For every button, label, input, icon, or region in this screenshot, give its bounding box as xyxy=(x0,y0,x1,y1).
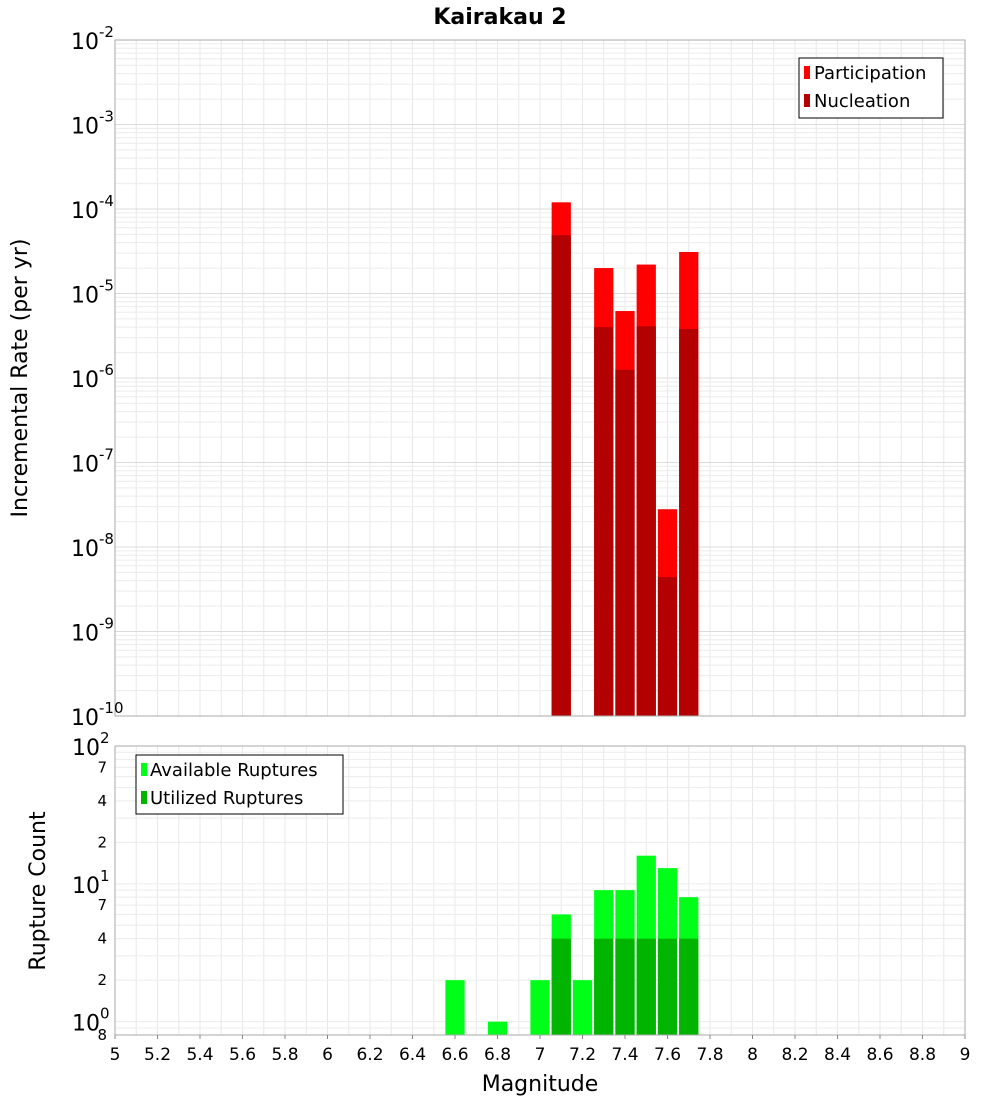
y-tick-label: 10-9 xyxy=(71,615,114,647)
top-panel: 10-2 10-3 10-4 10-5 10-6 10-7 10-8 10-9 10-10 In… xyxy=(8,23,966,731)
bottom-bars xyxy=(445,855,699,1035)
bottom-bar-available-ruptures xyxy=(530,980,550,1035)
x-tick-label: 8.6 xyxy=(866,1045,893,1065)
y-minor-tick-label: 2 xyxy=(97,833,107,851)
x-tick-label: 5.4 xyxy=(186,1045,213,1065)
top-legend: Participation Nucleation xyxy=(798,57,944,119)
x-tick-label: 9 xyxy=(960,1045,971,1065)
x-tick-label: 7.4 xyxy=(611,1045,638,1065)
x-axis-label: Magnitude xyxy=(482,1072,599,1097)
bottom-y-tick-labels: 102 101 100 7 4 2 7 4 2 8 xyxy=(72,729,110,1044)
legend-label-nucleation: Nucleation xyxy=(814,91,910,112)
bottom-bar-available-ruptures xyxy=(445,980,465,1035)
legend-label-available-ruptures: Available Ruptures xyxy=(150,760,318,781)
top-bars xyxy=(551,202,699,717)
x-tick-label: 6.6 xyxy=(441,1045,468,1065)
y-minor-tick-label: 8 xyxy=(97,1026,107,1044)
y-minor-tick-label: 2 xyxy=(97,971,107,989)
y-tick-label: 101 xyxy=(72,867,110,899)
y-tick-label: 102 xyxy=(72,729,110,761)
top-bar-nucleation xyxy=(657,577,678,716)
x-tick-labels: 5 5.2 5.4 5.6 5.8 6 6.2 6.4 6.6 6.8 7 7.2 7.4 7.6 7.8 8… xyxy=(110,1035,971,1065)
y-tick-label: 10-7 xyxy=(71,446,114,478)
y-tick-label: 10-8 xyxy=(71,530,114,562)
y-tick-label: 100 xyxy=(72,1005,110,1037)
x-tick-label: 5.8 xyxy=(271,1045,298,1065)
legend-swatch-participation xyxy=(804,66,810,79)
x-tick-label: 6 xyxy=(322,1045,333,1065)
x-tick-label: 8.8 xyxy=(909,1045,936,1065)
top-bar-nucleation xyxy=(615,369,635,716)
top-legend-box xyxy=(798,57,944,119)
y-tick-label: 10-10 xyxy=(71,699,124,731)
x-tick-label: 6.2 xyxy=(356,1045,383,1065)
top-grid xyxy=(114,40,966,717)
bottom-legend: Available Ruptures Utilized Ruptures xyxy=(135,754,344,815)
top-bar-nucleation xyxy=(636,326,656,716)
bottom-bar-available-ruptures xyxy=(572,980,593,1035)
y-minor-tick-label: 7 xyxy=(97,758,107,776)
bottom-bar-available-ruptures xyxy=(487,1021,508,1035)
x-tick-label: 8.4 xyxy=(824,1045,851,1065)
y-minor-tick-label: 4 xyxy=(97,792,107,810)
bottom-bar-utilized-ruptures xyxy=(594,938,614,1035)
top-y-tick-labels: 10-2 10-3 10-4 10-5 10-6 10-7 10-8 10-9 10-10 xyxy=(71,23,124,731)
x-tick-label: 7 xyxy=(535,1045,546,1065)
x-tick-label: 7.2 xyxy=(569,1045,596,1065)
x-tick-label: 7.8 xyxy=(696,1045,723,1065)
chart-title: Kairakau 2 xyxy=(433,5,566,30)
bottom-bar-utilized-ruptures xyxy=(636,938,656,1035)
legend-label-participation: Participation xyxy=(814,63,926,84)
y-tick-label: 10-3 xyxy=(71,108,114,140)
bottom-legend-box xyxy=(135,754,344,815)
x-tick-label: 8.2 xyxy=(781,1045,808,1065)
bottom-bar-utilized-ruptures xyxy=(657,938,678,1035)
top-y-axis-label: Incremental Rate (per yr) xyxy=(8,239,33,518)
y-tick-label: 10-5 xyxy=(71,277,114,309)
legend-swatch-available-ruptures xyxy=(141,763,147,776)
x-tick-label: 6.4 xyxy=(399,1045,426,1065)
top-bar-nucleation xyxy=(551,235,571,716)
x-tick-label: 5 xyxy=(110,1045,121,1065)
legend-label-utilized-ruptures: Utilized Ruptures xyxy=(150,788,303,809)
y-minor-tick-label: 4 xyxy=(97,930,107,948)
bottom-bar-utilized-ruptures xyxy=(551,938,571,1035)
y-tick-label: 10-4 xyxy=(71,192,114,224)
y-tick-label: 10-6 xyxy=(71,361,114,393)
bottom-panel: 102 101 100 7 4 2 7 4 2 8 Rupture Count Available… xyxy=(26,729,966,1044)
y-tick-label: 10-2 xyxy=(71,23,114,55)
y-minor-tick-label: 7 xyxy=(97,896,107,914)
bottom-y-axis-label: Rupture Count xyxy=(26,811,51,971)
x-tick-label: 5.6 xyxy=(229,1045,256,1065)
bottom-bar-utilized-ruptures xyxy=(615,938,635,1035)
top-plot-frame xyxy=(114,39,966,717)
legend-swatch-nucleation xyxy=(804,94,810,107)
x-tick-label: 7.6 xyxy=(654,1045,681,1065)
bottom-bar-utilized-ruptures xyxy=(679,938,699,1035)
legend-swatch-utilized-ruptures xyxy=(141,791,147,804)
x-tick-label: 5.2 xyxy=(144,1045,171,1065)
top-bar-nucleation xyxy=(594,327,614,716)
x-tick-label: 6.8 xyxy=(484,1045,511,1065)
top-bar-nucleation xyxy=(679,329,699,716)
x-tick-label: 8 xyxy=(747,1045,758,1065)
